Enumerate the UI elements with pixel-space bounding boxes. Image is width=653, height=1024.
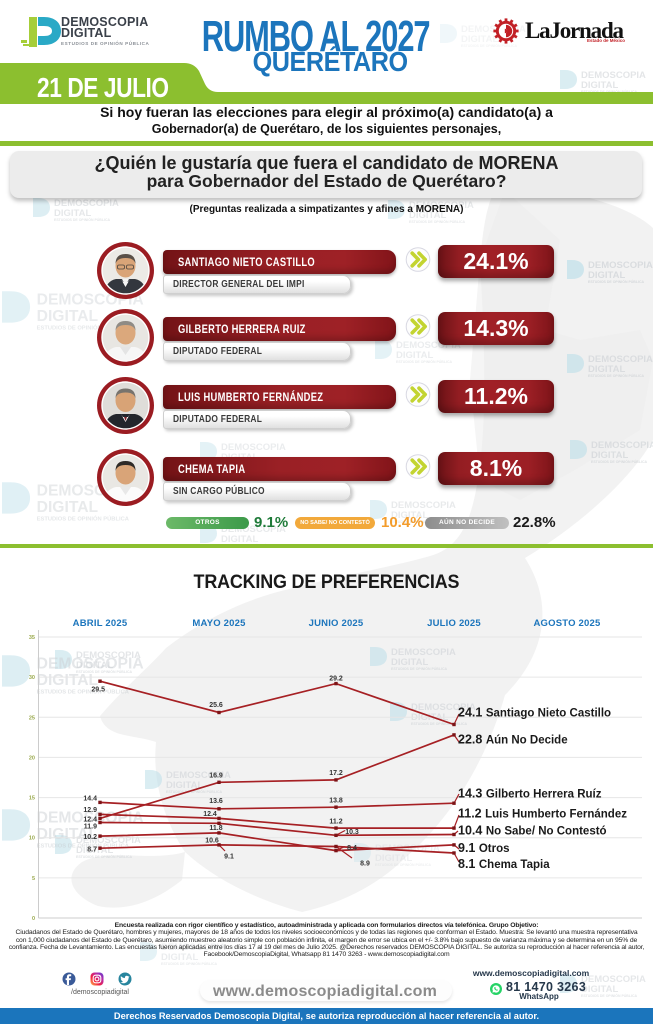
svg-text:14.3 Gilberto Herrera Ruíz: 14.3 Gilberto Herrera Ruíz <box>458 787 602 801</box>
svg-text:12.4: 12.4 <box>83 817 97 824</box>
svg-text:11.2 Luis Humberto Fernández: 11.2 Luis Humberto Fernández <box>458 807 627 821</box>
svg-text:25: 25 <box>29 715 35 721</box>
svg-text:11.9: 11.9 <box>84 824 97 831</box>
svg-text:16.9: 16.9 <box>209 773 223 780</box>
svg-text:0: 0 <box>32 916 35 922</box>
svg-text:24.1 Santiago Nieto Castillo: 24.1 Santiago Nieto Castillo <box>458 706 611 720</box>
svg-text:13.8: 13.8 <box>329 797 343 804</box>
svg-text:8.9: 8.9 <box>360 861 370 868</box>
svg-text:29.2: 29.2 <box>329 676 343 683</box>
svg-text:11.2: 11.2 <box>329 819 342 826</box>
svg-text:15: 15 <box>29 796 35 802</box>
svg-text:9.1 Otros: 9.1 Otros <box>458 841 510 855</box>
svg-text:9.1: 9.1 <box>224 854 234 861</box>
svg-text:12.4: 12.4 <box>203 811 217 818</box>
svg-text:35: 35 <box>29 635 35 641</box>
svg-text:10: 10 <box>29 836 35 842</box>
svg-text:10.3: 10.3 <box>345 829 359 836</box>
svg-text:8.1 Chema Tapia: 8.1 Chema Tapia <box>458 857 550 871</box>
svg-text:10.2: 10.2 <box>83 834 97 841</box>
svg-text:5: 5 <box>32 876 35 882</box>
svg-text:12.9: 12.9 <box>83 807 97 814</box>
svg-text:11.8: 11.8 <box>209 825 222 832</box>
svg-text:30: 30 <box>29 675 35 681</box>
svg-text:8.7: 8.7 <box>87 847 97 854</box>
svg-text:22.8 Aún No Decide: 22.8 Aún No Decide <box>458 733 568 747</box>
svg-text:25.6: 25.6 <box>209 702 223 709</box>
svg-text:8.4: 8.4 <box>347 845 357 852</box>
svg-text:10.4 No Sabe/ No Contestó: 10.4 No Sabe/ No Contestó <box>458 824 607 838</box>
svg-text:14.4: 14.4 <box>83 796 97 803</box>
svg-text:13.6: 13.6 <box>209 798 223 805</box>
svg-text:29.5: 29.5 <box>91 687 105 694</box>
svg-text:17.2: 17.2 <box>329 770 343 777</box>
svg-text:10.6: 10.6 <box>205 838 219 845</box>
svg-text:20: 20 <box>29 755 35 761</box>
